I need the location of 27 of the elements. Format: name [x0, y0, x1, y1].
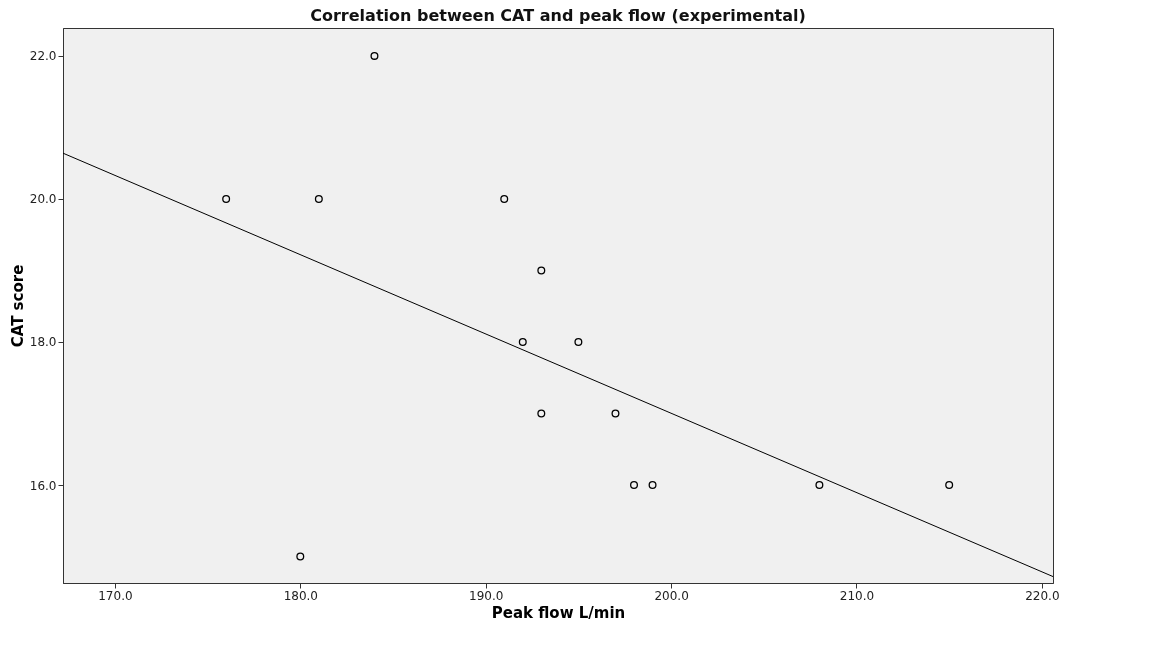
point [537, 266, 546, 275]
y-tick-label: 18.0 [29, 335, 57, 350]
x-tick-label: 220.0 [1025, 588, 1060, 603]
point [648, 481, 657, 490]
y-axis-title: CAT score [8, 264, 27, 348]
x-tick-label: 200.0 [654, 588, 689, 603]
y-tick-label: 20.0 [29, 192, 57, 207]
y-tick-label: 16.0 [29, 478, 57, 493]
x-tick-label: 170.0 [98, 588, 133, 603]
point [945, 481, 954, 490]
point [500, 194, 509, 203]
point [370, 51, 379, 60]
point [815, 481, 824, 490]
x-tick-label: 210.0 [839, 588, 875, 603]
x-tick-label: 180.0 [283, 588, 318, 603]
point [537, 409, 546, 418]
point [611, 409, 620, 418]
point [222, 194, 231, 203]
x-axis-title: Peak flow L/min [491, 603, 626, 622]
point [518, 337, 527, 346]
point [296, 552, 305, 561]
chart-title: Correlation between CAT and peak flow (experimental) [310, 6, 806, 25]
point [630, 481, 639, 490]
point [314, 194, 323, 203]
x-tick-label: 190.0 [469, 588, 504, 603]
y-tick-label: 22.0 [29, 49, 57, 64]
point [574, 337, 583, 346]
